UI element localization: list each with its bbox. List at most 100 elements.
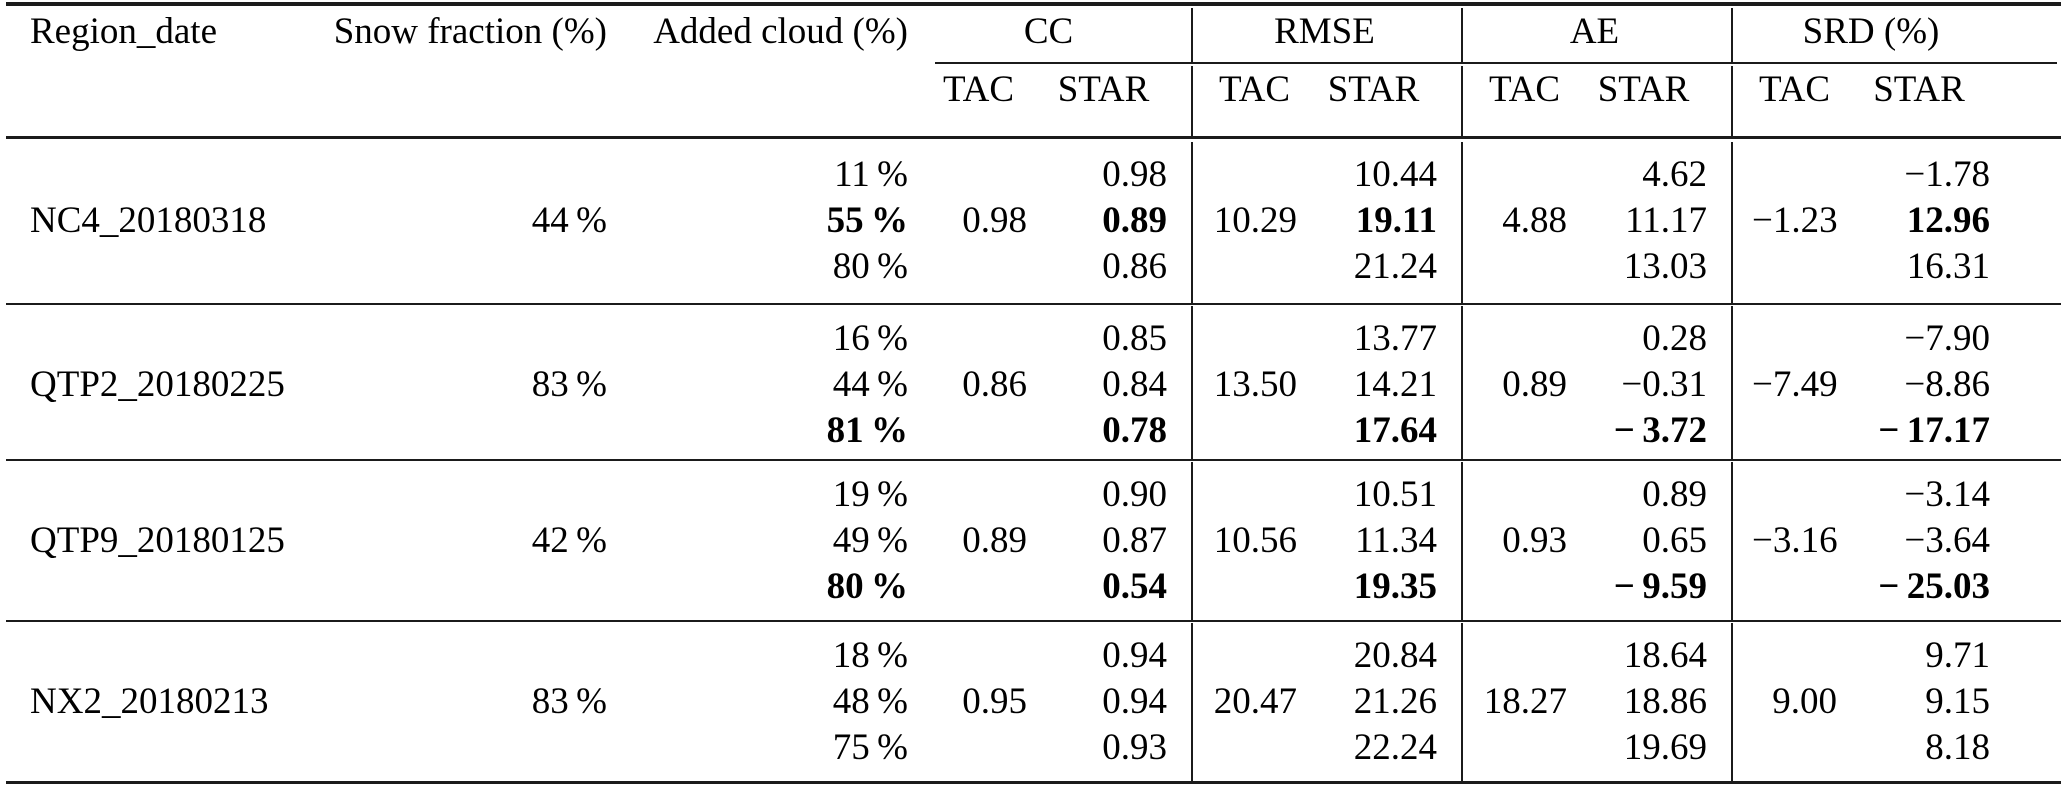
- block-separator-rule: [6, 620, 2061, 622]
- col-header-added-cloud: Added cloud (%): [653, 11, 908, 52]
- added-cloud-cell: 81 %: [826, 410, 908, 451]
- rmse-tac-cell: [1212, 633, 1297, 679]
- cc-star-cell: 0.94: [1102, 635, 1167, 676]
- cc-star-cell: 0.78: [1102, 410, 1167, 451]
- table-row: 75 % 0.93 22.24 19.69 8.18: [0, 725, 2067, 771]
- added-cloud-cell: 44 %: [832, 364, 908, 405]
- cc-tac-cell: [930, 316, 1027, 362]
- column-divider: [1731, 306, 1733, 459]
- cc-tac-cell: [930, 244, 1027, 290]
- srd-tac-cell: [1752, 725, 1837, 771]
- rmse-star-cell: 10.44: [1353, 154, 1437, 195]
- cc-tac-cell: [930, 408, 1027, 454]
- cc-tac-cell: 0.98: [962, 200, 1027, 241]
- subheader-dividers: [0, 66, 2067, 136]
- region-block-qtp2: QTP2_20180225 83 % 16 % 0.85 13.77 0.28 …: [0, 306, 2067, 459]
- ae-tac-cell: 0.93: [1502, 520, 1567, 561]
- ae-star-cell: −0.31: [1621, 364, 1707, 405]
- subheader-rmse-tac: TAC: [1218, 69, 1291, 110]
- table-row: 55 % 0.98 0.89 10.29 19.11 4.88 11.17 −1…: [0, 198, 2067, 244]
- rmse-tac-cell: 20.47: [1213, 681, 1297, 722]
- cc-star-cell: 0.94: [1102, 681, 1167, 722]
- rmse-star-cell: 21.24: [1353, 246, 1437, 287]
- added-cloud-cell: 80 %: [826, 566, 908, 607]
- cc-star-cell: 0.87: [1102, 520, 1167, 561]
- column-divider: [1191, 462, 1193, 620]
- added-cloud-cell: 48 %: [832, 681, 908, 722]
- added-cloud-cell: 80 %: [832, 246, 908, 287]
- region-date-cell: QTP2_20180225: [30, 364, 285, 405]
- subheader-ae-tac: TAC: [1488, 69, 1561, 110]
- rmse-tac-cell: [1212, 408, 1297, 454]
- ae-star-cell: 18.64: [1623, 635, 1707, 676]
- ae-tac-cell: [1482, 244, 1567, 290]
- ae-tac-cell: [1482, 152, 1567, 198]
- srd-tac-cell: [1752, 244, 1837, 290]
- group-header-ae: AE: [1569, 11, 1620, 52]
- ae-tac-cell: [1482, 472, 1567, 518]
- group-header-underline-rule: [935, 62, 2057, 64]
- srd-tac-cell: [1752, 633, 1837, 679]
- cc-tac-cell: [930, 564, 1027, 610]
- ae-star-cell: − 9.59: [1613, 566, 1707, 607]
- srd-star-cell: 9.15: [1925, 681, 1990, 722]
- rmse-tac-cell: [1212, 244, 1297, 290]
- rmse-star-cell: 10.51: [1353, 474, 1437, 515]
- column-divider: [1461, 306, 1463, 459]
- column-divider: [1461, 8, 1463, 62]
- table-row: 18 % 0.94 20.84 18.64 9.71: [0, 633, 2067, 679]
- cc-tac-cell: [930, 472, 1027, 518]
- cc-tac-cell: 0.89: [962, 520, 1027, 561]
- col-header-region-date: Region_date: [30, 11, 218, 52]
- column-divider: [1731, 623, 1733, 781]
- column-divider: [1731, 66, 1733, 136]
- rmse-tac-cell: 13.50: [1213, 364, 1297, 405]
- srd-tac-cell: [1752, 316, 1837, 362]
- group-header-cc: CC: [1023, 11, 1074, 52]
- srd-tac-cell: [1752, 472, 1837, 518]
- ae-star-cell: 0.28: [1642, 318, 1707, 359]
- rmse-tac-cell: [1212, 725, 1297, 771]
- table-row: 19 % 0.90 10.51 0.89 −3.14: [0, 472, 2067, 518]
- table-row: 11 % 0.98 10.44 4.62 −1.78: [0, 152, 2067, 198]
- cc-tac-cell: 0.95: [962, 681, 1027, 722]
- srd-star-cell: 9.71: [1925, 635, 1990, 676]
- cc-star-cell: 0.85: [1102, 318, 1167, 359]
- subheader-cc-tac: TAC: [942, 69, 1015, 110]
- snow-fraction-cell: 83 %: [531, 364, 607, 405]
- column-divider: [1191, 8, 1193, 62]
- table-row: 16 % 0.85 13.77 0.28 −7.90: [0, 316, 2067, 362]
- added-cloud-cell: 16 %: [832, 318, 908, 359]
- added-cloud-cell: 49 %: [832, 520, 908, 561]
- ae-star-cell: 18.86: [1623, 681, 1707, 722]
- region-date-cell: QTP9_20180125: [30, 520, 285, 561]
- rmse-tac-cell: [1212, 316, 1297, 362]
- rmse-tac-cell: [1212, 472, 1297, 518]
- header-body-rule: [6, 136, 2061, 139]
- cc-tac-cell: [930, 152, 1027, 198]
- column-divider: [1191, 306, 1193, 459]
- srd-tac-cell: [1752, 564, 1837, 610]
- srd-star-cell: 8.18: [1925, 727, 1990, 768]
- table-row: 49 % 0.89 0.87 10.56 11.34 0.93 0.65 −3.…: [0, 518, 2067, 564]
- srd-star-cell: −8.86: [1904, 364, 1990, 405]
- table-row: 44 % 0.86 0.84 13.50 14.21 0.89 −0.31 −7…: [0, 362, 2067, 408]
- table-row: 80 % 0.86 21.24 13.03 16.31: [0, 244, 2067, 290]
- rmse-tac-cell: [1212, 152, 1297, 198]
- group-header-rmse: RMSE: [1274, 11, 1375, 52]
- srd-tac-cell: [1752, 408, 1837, 454]
- ae-star-cell: 11.17: [1625, 200, 1707, 241]
- group-header-srd: SRD (%): [1802, 11, 1940, 52]
- ae-star-cell: 0.89: [1642, 474, 1707, 515]
- column-divider: [1461, 462, 1463, 620]
- ae-star-cell: 0.65: [1642, 520, 1707, 561]
- rmse-star-cell: 14.21: [1353, 364, 1437, 405]
- ae-tac-cell: 4.88: [1502, 200, 1567, 241]
- table-row: 48 % 0.95 0.94 20.47 21.26 18.27 18.86 9…: [0, 679, 2067, 725]
- column-divider: [1191, 623, 1193, 781]
- ae-tac-cell: [1482, 564, 1567, 610]
- added-cloud-cell: 11 %: [834, 154, 908, 195]
- added-cloud-cell: 19 %: [832, 474, 908, 515]
- rmse-star-cell: 22.24: [1353, 727, 1437, 768]
- column-divider: [1461, 66, 1463, 136]
